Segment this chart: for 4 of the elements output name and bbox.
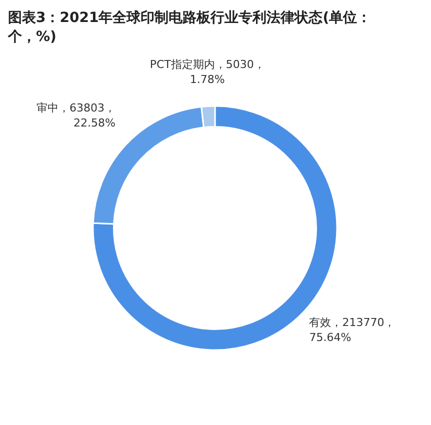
chart-title: 图表3：2021年全球印制电路板行业专利法律状态(单位：个，%) (7, 9, 372, 45)
slice-label: PCT指定期内，5030，1.78% (150, 58, 265, 86)
slice-label: 有效，213770，75.64% (309, 316, 396, 344)
slice-label: 审中，63803，22.58% (36, 101, 116, 130)
